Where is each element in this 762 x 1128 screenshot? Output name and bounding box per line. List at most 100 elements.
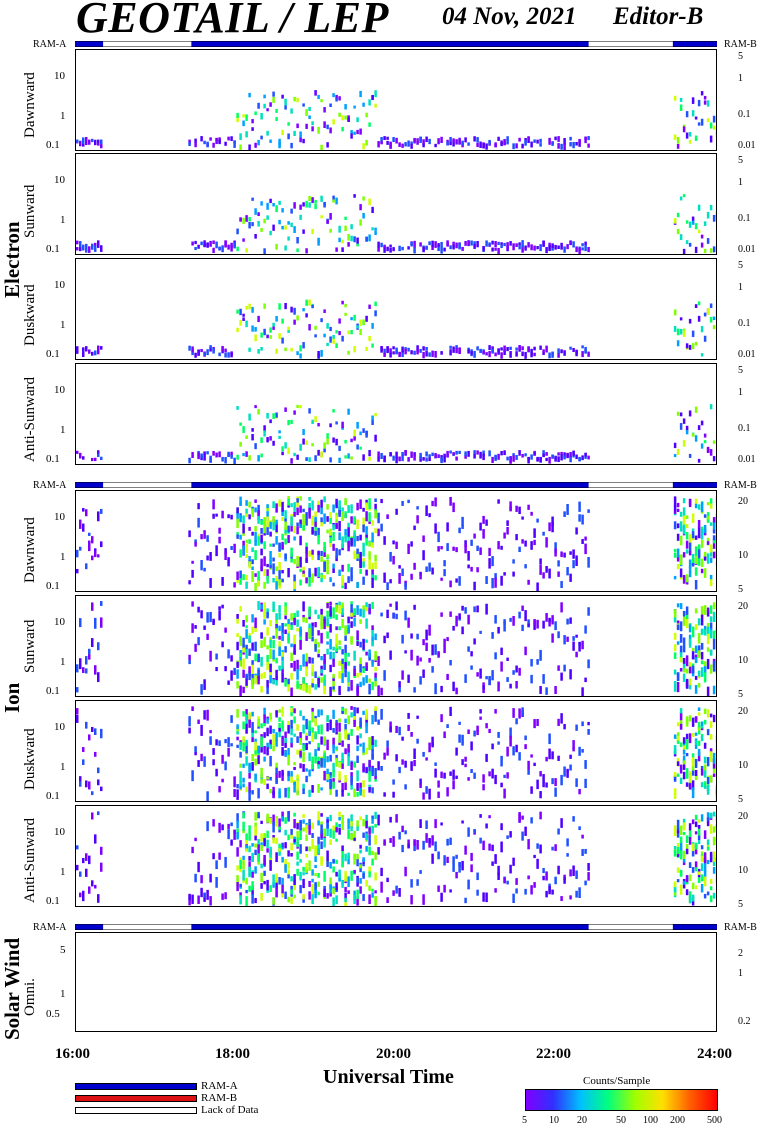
spectrogram-cell [242,860,245,870]
spectrogram-cell [371,574,374,579]
spectrogram-cell [197,861,200,873]
spectrogram-cell [703,893,707,899]
spectrogram-cell [242,238,245,242]
spectrogram-cell [509,735,512,747]
spectrogram-cell [257,455,260,462]
spectrogram-cell [332,859,335,863]
spectrogram-cell [194,643,197,652]
spectrogram-cell [209,873,212,883]
spectrogram-cell [281,533,284,541]
spectrogram-cell [317,126,320,134]
spectrogram-cell [578,514,581,522]
spectrogram-cell [700,606,704,617]
spectrogram-cell [371,206,374,214]
spectrogram-cell [712,540,716,544]
spectrogram-cell [679,742,683,747]
spectrogram-cell [374,510,377,519]
spectrogram-cell [419,778,422,786]
spectrogram-cell [383,670,386,681]
spectrogram-cell [676,867,680,873]
spectrogram-cell [434,523,437,534]
spectrogram-cell [437,454,440,459]
spectrogram-cell [326,861,329,868]
spectrogram-cell [551,245,554,251]
spectrogram-cell [715,132,716,137]
spectrogram-cell [353,345,356,353]
spectrogram-cell [389,816,392,823]
spectrogram-cell [706,846,710,851]
spectrogram-cell [317,872,320,878]
spectrogram-cell [290,687,293,696]
spectrogram-cell [398,686,401,693]
spectrogram-cell [431,350,434,357]
spectrogram-cell [269,776,272,781]
spectrogram-cell [712,440,716,444]
spectrogram-cell [85,853,88,861]
spectrogram-cell [482,142,485,149]
spectrogram-cell [290,222,293,228]
spectrogram-cell [524,351,527,359]
spectrogram-cell [673,496,677,507]
spectrogram-cell [581,455,584,461]
spectrogram-cell [194,352,197,358]
spectrogram-cell [542,349,545,353]
spectrogram-cell [341,604,344,616]
spectrogram-cell [371,635,374,645]
spectrogram-cell [422,840,425,850]
spectrogram-cell [299,844,302,854]
spectrogram-cell [221,778,224,783]
spectrogram-cell [248,347,251,352]
spectrogram-cell [685,611,689,620]
spectrogram-cell [700,420,704,426]
spectrogram-cell [700,642,704,650]
spectrogram-cell [395,814,398,823]
spectrogram-cell [317,709,320,718]
spectrogram-cell [266,830,269,839]
spectrogram-cell [449,889,452,893]
spectrogram-cell [380,137,383,144]
spectrogram-cell [419,348,422,353]
spectrogram-cell [515,347,518,351]
spectrogram-cell [248,217,251,222]
spectrogram-cell [700,782,704,788]
spectrogram-cell [314,749,317,757]
spectrogram-cell [296,556,299,567]
spectrogram-cell [470,864,473,873]
spectrogram-cell [458,347,461,354]
spectrogram-cell [347,527,350,538]
spectrogram-cell [353,608,356,616]
spectrogram-cell [242,763,245,768]
spectrogram-cell [88,139,91,145]
spectrogram-cell [326,631,329,639]
spectrogram-cell [293,634,296,645]
spectrogram-cell [269,327,272,333]
spectrogram-cell [278,430,281,434]
spectrogram-cell [290,306,293,313]
spectrogram-cell [272,640,275,649]
spectrogram-cell [353,830,356,842]
spectrogram-cell [691,513,695,523]
spectrogram-cell [383,352,386,357]
spectrogram-cell [269,712,272,720]
spectrogram-cell [320,622,323,630]
spectrogram-cell [305,552,308,562]
spectrogram-cell [359,499,362,510]
spectrogram-cell [521,351,524,357]
spectrogram-cell [341,574,344,586]
spectrogram-cell [350,814,353,822]
spectrogram-cell [356,877,359,883]
spectrogram-cell [326,821,329,829]
spectrogram-cell [437,546,440,552]
spectrogram-cell [260,604,263,610]
spectrogram-cell [712,535,716,541]
spectrogram-cell [230,822,233,827]
spectrogram-cell [308,866,311,871]
spectrogram-cell [356,791,359,797]
spectrogram-cell [323,448,326,453]
spectrogram-cell [673,218,677,224]
spectrogram-cell [212,347,215,354]
spectrogram-cell [700,501,704,513]
spectrogram-cell [302,827,305,832]
spectrogram-cell [335,633,338,645]
spectrogram-cell [281,501,284,512]
